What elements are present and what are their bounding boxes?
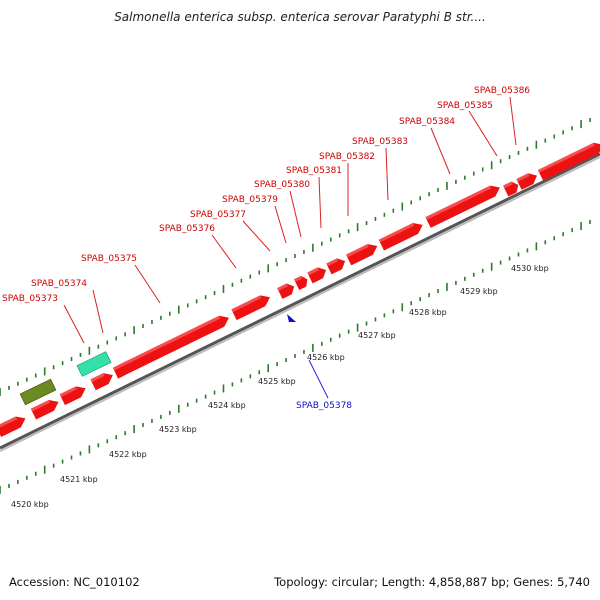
scale-label: 4522 kbp: [109, 450, 147, 459]
forward-gene-arrow[interactable]: [537, 139, 600, 181]
gene-arrow-shape[interactable]: [293, 274, 310, 291]
gene-layer[interactable]: [0, 139, 600, 437]
backbone-shadow: [0, 156, 600, 452]
gene-label[interactable]: SPAB_05379: [222, 195, 278, 205]
forward-gene-arrow[interactable]: [326, 256, 347, 275]
scale-label: 4520 kbp: [11, 500, 49, 509]
scale-label: 4524 kbp: [208, 401, 246, 410]
forward-gene-arrow[interactable]: [30, 396, 61, 420]
lower-tick-row: [0, 220, 591, 494]
leader-line: [92, 289, 104, 334]
scale-label: 4521 kbp: [60, 475, 98, 484]
label-layer: 4520 kbp 4521 kbp 4522 kbp 4523 kbp 4524 kbp…: [2, 86, 549, 509]
scale-label: 4527 kbp: [358, 331, 396, 340]
gene-arrow-shape[interactable]: [0, 413, 28, 437]
upper-tick-row: [0, 118, 591, 396]
topology-text: Topology: circular; Length: 4,858,887 bp…: [274, 575, 590, 589]
gene-label[interactable]: SPAB_05380: [254, 180, 310, 190]
forward-gene-arrow[interactable]: [293, 274, 310, 291]
forward-gene-arrow[interactable]: [277, 281, 297, 299]
gene-label[interactable]: SPAB_05382: [319, 152, 375, 162]
forward-gene-arrow[interactable]: [90, 370, 115, 391]
gene-label-reverse[interactable]: SPAB_05378: [296, 401, 352, 411]
forward-gene-arrow[interactable]: [0, 413, 28, 437]
backbone-line: [0, 152, 600, 450]
forward-gene-arrow[interactable]: [503, 180, 521, 197]
leader-line: [63, 304, 85, 344]
map-title: Salmonella enterica subsp. enterica sero…: [114, 10, 486, 24]
gene-arrow-shape[interactable]: [118, 312, 231, 376]
gene-label[interactable]: SPAB_05385: [437, 101, 493, 111]
gene-arrow-shape[interactable]: [345, 241, 380, 266]
leader-line: [385, 147, 389, 201]
leader-line: [289, 190, 302, 238]
forward-gene-arrow[interactable]: [345, 241, 380, 266]
gene-label[interactable]: SPAB_05381: [286, 166, 342, 176]
leader-line: [242, 220, 271, 252]
leader-line: [430, 127, 451, 175]
forward-gene-arrow[interactable]: [59, 383, 89, 406]
scale-label: 4530 kbp: [511, 264, 549, 273]
accession-text: Accession: NC_010102: [9, 575, 140, 589]
leader-line: [318, 176, 322, 229]
forward-gene-arrow[interactable]: [231, 292, 272, 321]
leader-line: [211, 234, 237, 269]
forward-gene-arrow[interactable]: [378, 220, 426, 251]
backbone-layer: [0, 152, 600, 452]
gene-arrow-shape[interactable]: [378, 220, 426, 251]
scale-label: 4528 kbp: [409, 308, 447, 317]
gene-arrow-shape[interactable]: [30, 396, 61, 420]
feature-layer[interactable]: [19, 351, 112, 406]
leader-line: [308, 359, 329, 399]
gene-arrow-shape[interactable]: [537, 139, 600, 181]
gene-label[interactable]: SPAB_05374: [31, 279, 87, 289]
forward-gene-arrow[interactable]: [118, 312, 231, 376]
gene-label[interactable]: SPAB_05375: [81, 254, 137, 264]
gene-label[interactable]: SPAB_05376: [159, 224, 215, 234]
gene-label[interactable]: SPAB_05383: [352, 137, 408, 147]
leader-line: [509, 96, 517, 146]
scale-label: 4526 kbp: [307, 353, 345, 362]
forward-gene-arrow[interactable]: [516, 170, 539, 190]
scale-label: 4523 kbp: [159, 425, 197, 434]
tick-layer: [0, 118, 591, 494]
reverse-gene-arrow[interactable]: [287, 314, 296, 322]
gene-arrow-shape[interactable]: [231, 292, 272, 321]
gene-label[interactable]: SPAB_05377: [190, 210, 246, 220]
gene-label[interactable]: SPAB_05384: [399, 117, 455, 127]
feature-teal[interactable]: [76, 351, 112, 377]
scale-label: 4525 kbp: [258, 377, 296, 386]
gene-label[interactable]: SPAB_05386: [474, 86, 530, 96]
forward-gene-arrow[interactable]: [307, 265, 328, 284]
gene-arrow-shape[interactable]: [425, 182, 502, 228]
gene-arrow-shape[interactable]: [59, 383, 89, 406]
leader-line: [134, 264, 161, 304]
leader-line: [468, 110, 498, 157]
forward-gene-arrow[interactable]: [425, 182, 502, 228]
gene-label[interactable]: SPAB_05373: [2, 294, 58, 304]
scale-label: 4529 kbp: [460, 287, 498, 296]
leader-line: [274, 205, 287, 244]
feature-olive[interactable]: [19, 378, 57, 406]
